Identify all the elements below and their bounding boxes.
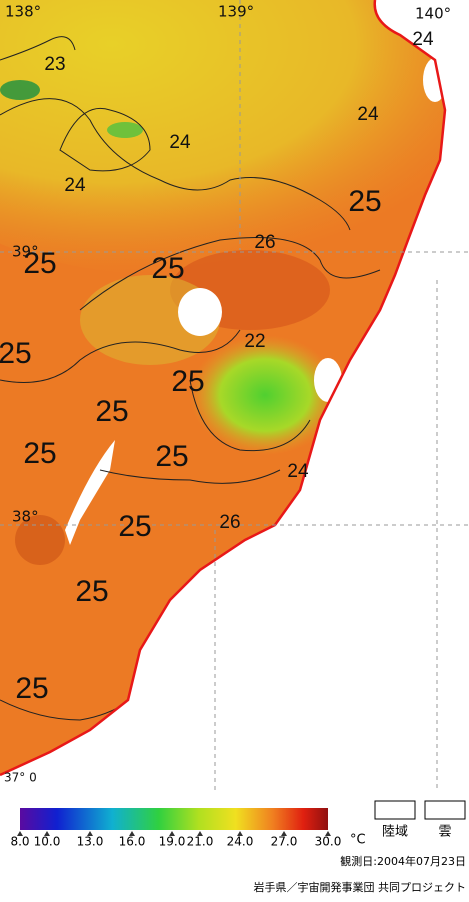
tick-marker	[197, 831, 203, 836]
contour-label: 25	[23, 437, 56, 470]
contour-label: 24	[287, 461, 309, 482]
color-bar-unit: °C	[350, 833, 366, 848]
land-swatch	[374, 800, 416, 820]
contour-label: 24	[357, 104, 379, 125]
coastline	[0, 0, 447, 777]
tick-label: 21.0	[187, 835, 214, 849]
tick-label: 19.0	[159, 835, 186, 849]
sea-surface	[0, 0, 445, 775]
contour-label: 25	[171, 365, 204, 398]
tick-label: 30.0	[315, 835, 342, 849]
lat-label: 37° 0	[4, 771, 37, 785]
contour-label: 26	[254, 232, 275, 253]
contour-label: 24	[169, 132, 191, 153]
contour-label: 24	[412, 29, 434, 50]
tick-marker	[169, 831, 175, 836]
legend-label: 雲	[438, 825, 451, 840]
contour-label: 24	[64, 175, 86, 196]
credit: 岩手県／宇宙開発事業団 共同プロジェクト	[254, 880, 467, 894]
graticule	[0, 0, 469, 790]
tick-marker	[44, 831, 50, 836]
contour-label: 25	[151, 252, 184, 285]
contour-label: 26	[219, 512, 240, 533]
tick-marker	[129, 831, 135, 836]
contour-label: 25	[155, 440, 188, 473]
contour-label: 22	[244, 331, 265, 352]
tick-marker	[87, 831, 93, 836]
contour-label: 25	[118, 510, 151, 543]
contour-label: 25	[95, 395, 128, 428]
color-bar	[20, 808, 328, 830]
tick-label: 8.0	[10, 835, 29, 849]
contour-labels: 23 24 24 24 24 25 26 25 25 22 25 25 25 25 25 24 26 25 25 25	[0, 29, 434, 705]
tick-label: 13.0	[77, 835, 104, 849]
tick-marker	[281, 831, 287, 836]
contour-label: 25	[15, 672, 48, 705]
tick-marker	[237, 831, 243, 836]
tick-label: 27.0	[271, 835, 298, 849]
lat-label: 39°	[12, 243, 39, 261]
legend-label: 陸域	[382, 824, 408, 840]
tick-marker	[17, 831, 23, 836]
tick-label: 24.0	[227, 835, 254, 849]
tick-label: 16.0	[119, 835, 146, 849]
contour-label: 25	[348, 185, 381, 218]
lon-label: 139°	[218, 3, 254, 21]
lon-label: 138°	[5, 3, 41, 21]
contour-label: 25	[23, 247, 56, 280]
coordinate-labels: 138° 139° 140° 39° 38° 37° 0	[4, 3, 451, 785]
tick-label: 10.0	[34, 835, 61, 849]
observation-date: 観測日:2004年07月23日	[340, 854, 466, 868]
lon-label: 140°	[415, 5, 451, 23]
cloud-swatch	[424, 800, 466, 820]
color-bar-ticks: 8.0 10.0 13.0 16.0 19.0 21.0 24.0 27.0 30.0	[10, 831, 341, 849]
contour-label: 23	[44, 54, 65, 75]
contour-label: 25	[75, 575, 108, 608]
tick-marker	[325, 831, 331, 836]
lat-label: 38°	[12, 508, 39, 526]
contour-label: 25	[0, 337, 32, 370]
